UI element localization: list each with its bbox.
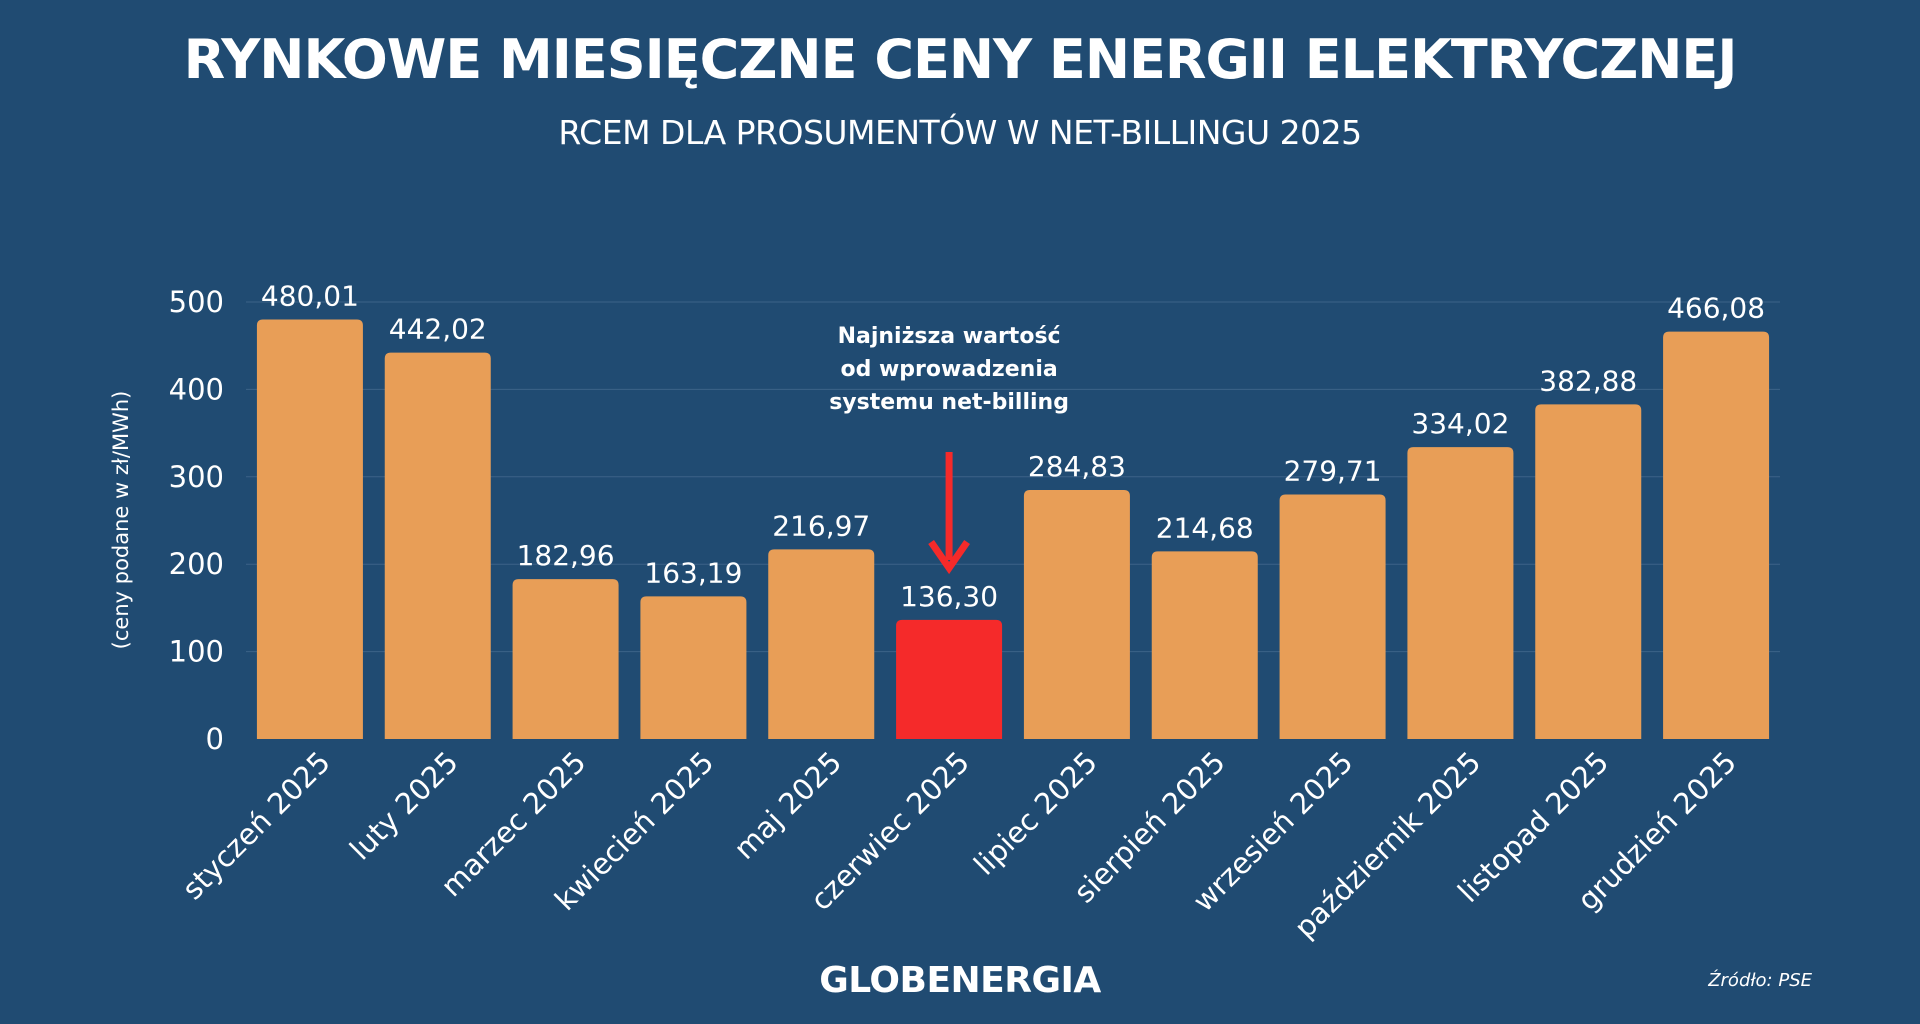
value-label: 214,68: [1156, 511, 1254, 544]
source-note: Źródło: PSE: [1708, 970, 1812, 991]
bar-3: [512, 579, 619, 739]
y-tick-label: 100: [169, 635, 224, 669]
value-label: 136,30: [900, 580, 998, 613]
bar-4: [640, 596, 747, 739]
value-label: 382,88: [1539, 364, 1637, 397]
bar-7: [1023, 490, 1130, 739]
category-label: maj 2025: [727, 745, 848, 866]
y-tick-label: 300: [169, 460, 224, 494]
annotation-text: Najniższa wartość: [838, 324, 1061, 349]
y-tick-label: 400: [169, 372, 224, 406]
value-label: 163,19: [644, 556, 742, 589]
value-label: 216,97: [772, 509, 870, 542]
category-label: styczeń 2025: [176, 745, 337, 906]
annotation: Najniższa wartość od wprowadzenia systemu …: [829, 324, 1069, 575]
y-axis-label: (ceny podane w zł/MWh): [109, 391, 133, 650]
category-label: lipiec 2025: [967, 745, 1104, 882]
grid-lines: [246, 301, 1780, 653]
value-label: 442,02: [389, 313, 487, 346]
bar-8: [1151, 551, 1258, 739]
bars: [256, 319, 1770, 739]
value-label: 279,71: [1284, 455, 1382, 488]
globenergia-logo: GLOBENERGIA: [819, 960, 1101, 1001]
value-label: 284,83: [1028, 450, 1126, 483]
bar-2: [384, 352, 491, 739]
value-label: 466,08: [1667, 292, 1765, 325]
bar-6: [896, 619, 1003, 739]
chart-title: RYNKOWE MIESIĘCZNE CENY ENERGII ELEKTRYC…: [183, 28, 1738, 91]
bar-12: [1663, 331, 1770, 739]
y-tick-label: 200: [169, 547, 224, 581]
y-tick-label: 0: [206, 722, 224, 756]
value-label: 334,02: [1411, 407, 1509, 440]
annotation-arrow-head: [928, 540, 970, 575]
bar-10: [1407, 447, 1514, 739]
chart-subtitle: RCEM DLA PROSUMENTÓW W NET-BILLINGU 2025: [558, 113, 1362, 152]
value-labels: 480,01 442,02 182,96 163,19 216,97 136,30 284,…: [261, 279, 1765, 612]
value-label: 182,96: [517, 539, 615, 572]
y-axis-ticks: 0 100 200 300 400 500: [169, 285, 224, 756]
bar-11: [1535, 404, 1642, 739]
category-label: luty 2025: [343, 745, 465, 867]
bar-1: [256, 319, 363, 739]
annotation-text: od wprowadzenia: [840, 357, 1057, 382]
bar-9: [1279, 494, 1386, 739]
y-tick-label: 500: [169, 285, 224, 319]
bar-5: [768, 549, 875, 739]
annotation-text: systemu net-billing: [829, 390, 1069, 415]
value-label: 480,01: [261, 279, 359, 312]
